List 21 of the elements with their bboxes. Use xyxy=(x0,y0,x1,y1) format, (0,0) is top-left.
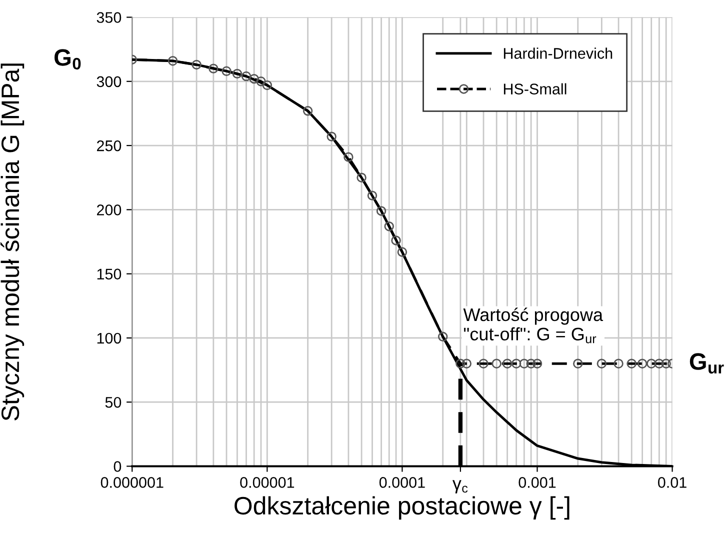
legend-label: Hardin-Drnevich xyxy=(504,48,612,59)
x-axis-title: Odkształcenie postaciowe γ [-] xyxy=(234,496,570,520)
y-tick-label: 0 xyxy=(114,461,122,472)
x-tick-label: 0.01 xyxy=(658,477,686,488)
y-tick-label: 300 xyxy=(96,76,122,88)
x-tick-label: 0.00001 xyxy=(240,477,294,488)
legend-label: HS-Small xyxy=(504,83,566,94)
x-tick-label: γ$_{c}$ xyxy=(452,480,468,494)
y-tick-label: 150 xyxy=(97,268,122,280)
x-tick-label: 0.0001 xyxy=(379,477,425,488)
y-tick-label: 100 xyxy=(97,332,122,344)
y-tick-label: 350 xyxy=(96,12,122,23)
annotation: G$_{ur}$ xyxy=(690,353,724,374)
y-axis-title: Styczny moduł ścinania G [MPa] xyxy=(0,64,24,421)
x-tick-label: 0.000001 xyxy=(100,477,164,488)
x-tick-label: 0.001 xyxy=(518,477,556,488)
annotation: Wartość progowa "cut-off": G = G$_{ur}$ xyxy=(463,308,604,344)
y-tick-label: 250 xyxy=(96,140,122,152)
y-tick-label: 200 xyxy=(96,204,122,216)
annotation: G$_{0}$ xyxy=(54,49,81,70)
y-tick-label: 50 xyxy=(105,396,122,408)
